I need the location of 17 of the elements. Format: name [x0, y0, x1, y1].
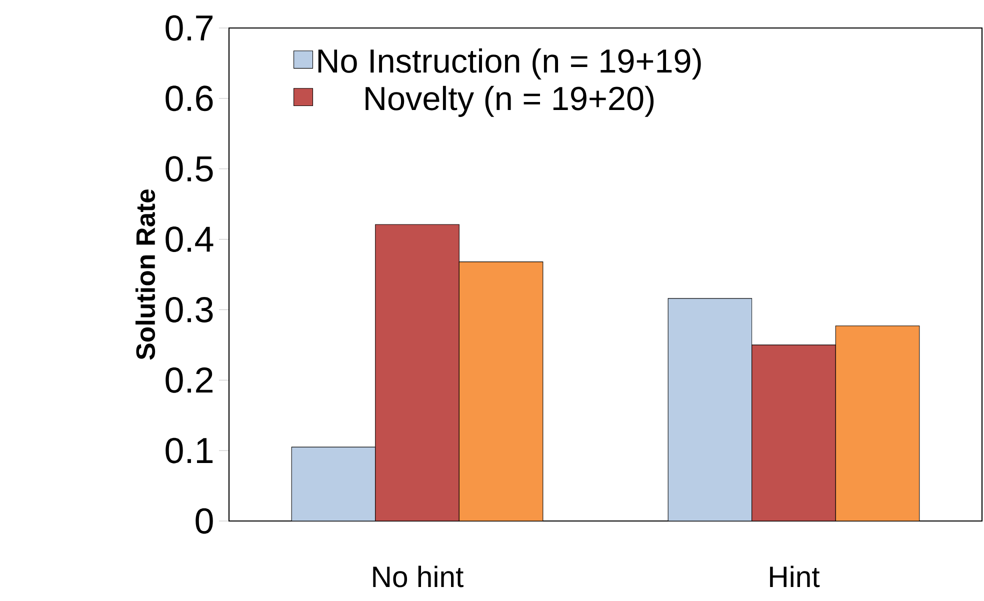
bar	[458, 262, 544, 521]
y-axis-title: Solution Rate	[136, 189, 156, 360]
legend-label: Novelty (n = 19+20)	[366, 86, 654, 117]
bar	[668, 298, 752, 521]
y-tick-label: 0.3	[166, 296, 213, 322]
legend-label: No Instruction (n = 19+19)	[318, 48, 701, 80]
y-tick-label: 0.5	[166, 156, 213, 182]
y-tick-label: 0	[196, 508, 213, 534]
y-tick-label: 0.4	[166, 226, 214, 252]
y-tick-label: 0.6	[166, 86, 213, 112]
x-tick-label: Hint	[770, 566, 820, 588]
y-tick-label: 0.2	[166, 367, 212, 393]
bar	[291, 446, 376, 521]
y-tick-label: 0.7	[166, 15, 212, 41]
y-tick-label: 0.1	[166, 438, 213, 464]
bar	[835, 326, 920, 521]
x-tick-label: No hint	[373, 566, 464, 588]
